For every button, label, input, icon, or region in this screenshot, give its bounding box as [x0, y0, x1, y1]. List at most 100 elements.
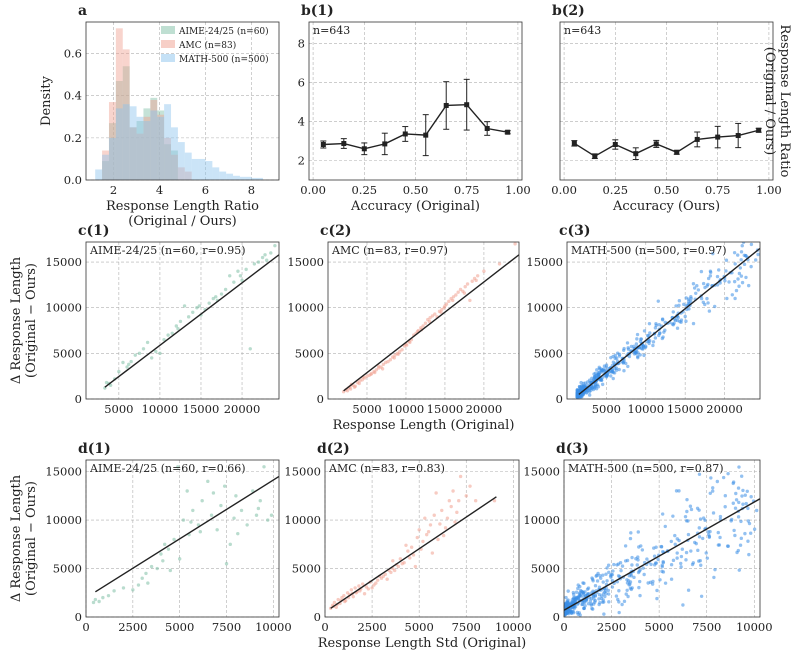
scatter-point: [696, 288, 701, 292]
scatter-point: [641, 566, 645, 570]
scatter-point: [453, 520, 457, 524]
scatter-point: [628, 536, 633, 541]
scatter-point: [684, 519, 689, 523]
scatter-point: [677, 299, 682, 303]
y-tick-label: 10000: [523, 513, 560, 527]
scatter-point: [393, 353, 397, 357]
scatter-point: [740, 280, 745, 285]
scatter-point: [232, 280, 236, 284]
y-tick-label: 10000: [284, 513, 321, 527]
hist-bar: [226, 173, 234, 180]
scatter-point: [228, 542, 232, 547]
scatter-point: [186, 315, 191, 319]
scatter-point: [612, 562, 616, 567]
scatter-point: [705, 296, 709, 301]
scatter-point: [685, 497, 689, 502]
scatter-point: [605, 579, 609, 583]
scatter-point: [733, 262, 737, 266]
scatter-point: [155, 566, 159, 571]
scatter-point: [733, 296, 737, 301]
x-tick-label: 10000: [736, 620, 773, 634]
hist-bar: [108, 123, 116, 180]
scatter-point: [691, 321, 696, 326]
scatter-point: [228, 274, 232, 278]
scatter-point: [679, 554, 684, 559]
scatter-point: [614, 594, 619, 598]
scatter-point: [593, 593, 598, 598]
scatter-point: [739, 519, 743, 524]
scatter-point: [607, 600, 611, 604]
scatter-point: [629, 531, 633, 535]
scatter-point: [713, 304, 717, 309]
scatter-point: [706, 301, 710, 305]
x-tick-label: 5000: [352, 402, 381, 416]
scatter-point: [576, 596, 580, 600]
scatter-point: [745, 489, 749, 494]
axes-frame: [327, 241, 520, 400]
scatter-point: [652, 554, 657, 558]
data-point: [382, 141, 388, 147]
panel-label: c(2): [320, 223, 352, 239]
scatter-point: [445, 516, 450, 520]
scatter-point: [421, 324, 425, 328]
scatter-point: [737, 284, 741, 288]
scatter-point: [260, 255, 265, 260]
scatter-point: [721, 475, 726, 480]
scatter-point: [622, 346, 626, 351]
scatter-point: [428, 523, 433, 527]
scatter-point: [697, 472, 702, 477]
scatter-point: [439, 310, 443, 314]
x-tick-label: 0: [560, 620, 567, 634]
scatter-point: [627, 574, 631, 578]
scatter-point: [694, 541, 698, 546]
x-tick-label: 5000: [592, 402, 621, 416]
scatter-point: [609, 374, 613, 378]
scatter-point: [385, 577, 389, 581]
scatter-point: [582, 581, 586, 586]
panel-b2: 0.00 0.25 0.50 0.75 1.00 Accuracy (Ours) Respo…: [551, 3, 792, 214]
scatter-point: [749, 242, 754, 247]
scatter-point: [234, 494, 238, 498]
scatter-point: [101, 595, 105, 600]
scatter-point: [457, 499, 461, 503]
scatter-point: [617, 600, 621, 604]
scatter-point: [687, 299, 691, 303]
scatter-point: [176, 327, 180, 331]
hist-bar: [233, 175, 240, 180]
scatter-point: [695, 284, 699, 288]
hist-bar: [95, 169, 103, 180]
hist-bar: [150, 99, 158, 180]
scatter-point: [746, 283, 751, 288]
x-tick-label: 6: [202, 183, 209, 197]
y-tick-label: 4: [298, 114, 305, 128]
scatter-point: [601, 598, 605, 602]
x-tick-label: 2500: [597, 620, 626, 634]
scatter-point: [655, 596, 659, 601]
scatter-point: [376, 578, 380, 582]
scatter-point: [106, 593, 111, 598]
scatter-point: [182, 304, 187, 308]
hist-bar: [122, 49, 130, 181]
panel-a: AIME-24/25 (n=60) AMC (n=83) MATH-500 (n=5…: [39, 3, 280, 229]
scatter-point: [352, 385, 357, 389]
scatter-point: [269, 251, 273, 255]
scatter-point: [730, 293, 735, 297]
scatter-point: [623, 559, 628, 563]
scatter-point: [577, 384, 582, 389]
scatter-point: [626, 594, 630, 599]
scatter-point: [658, 578, 662, 582]
scatter-point: [638, 568, 642, 572]
scatter-point: [736, 277, 740, 281]
scatter-point: [592, 600, 597, 604]
scatter-point: [636, 530, 640, 534]
scatter-point: [634, 557, 638, 561]
panel-label: a: [78, 3, 87, 19]
scatter-point: [601, 573, 605, 577]
scatter-point: [686, 588, 691, 592]
scatter-point: [671, 514, 675, 518]
scatter-point: [645, 557, 649, 561]
scatter-point: [611, 376, 615, 381]
scatter-point: [185, 489, 189, 493]
scatter-point: [159, 552, 163, 556]
scatter-point: [737, 500, 741, 505]
